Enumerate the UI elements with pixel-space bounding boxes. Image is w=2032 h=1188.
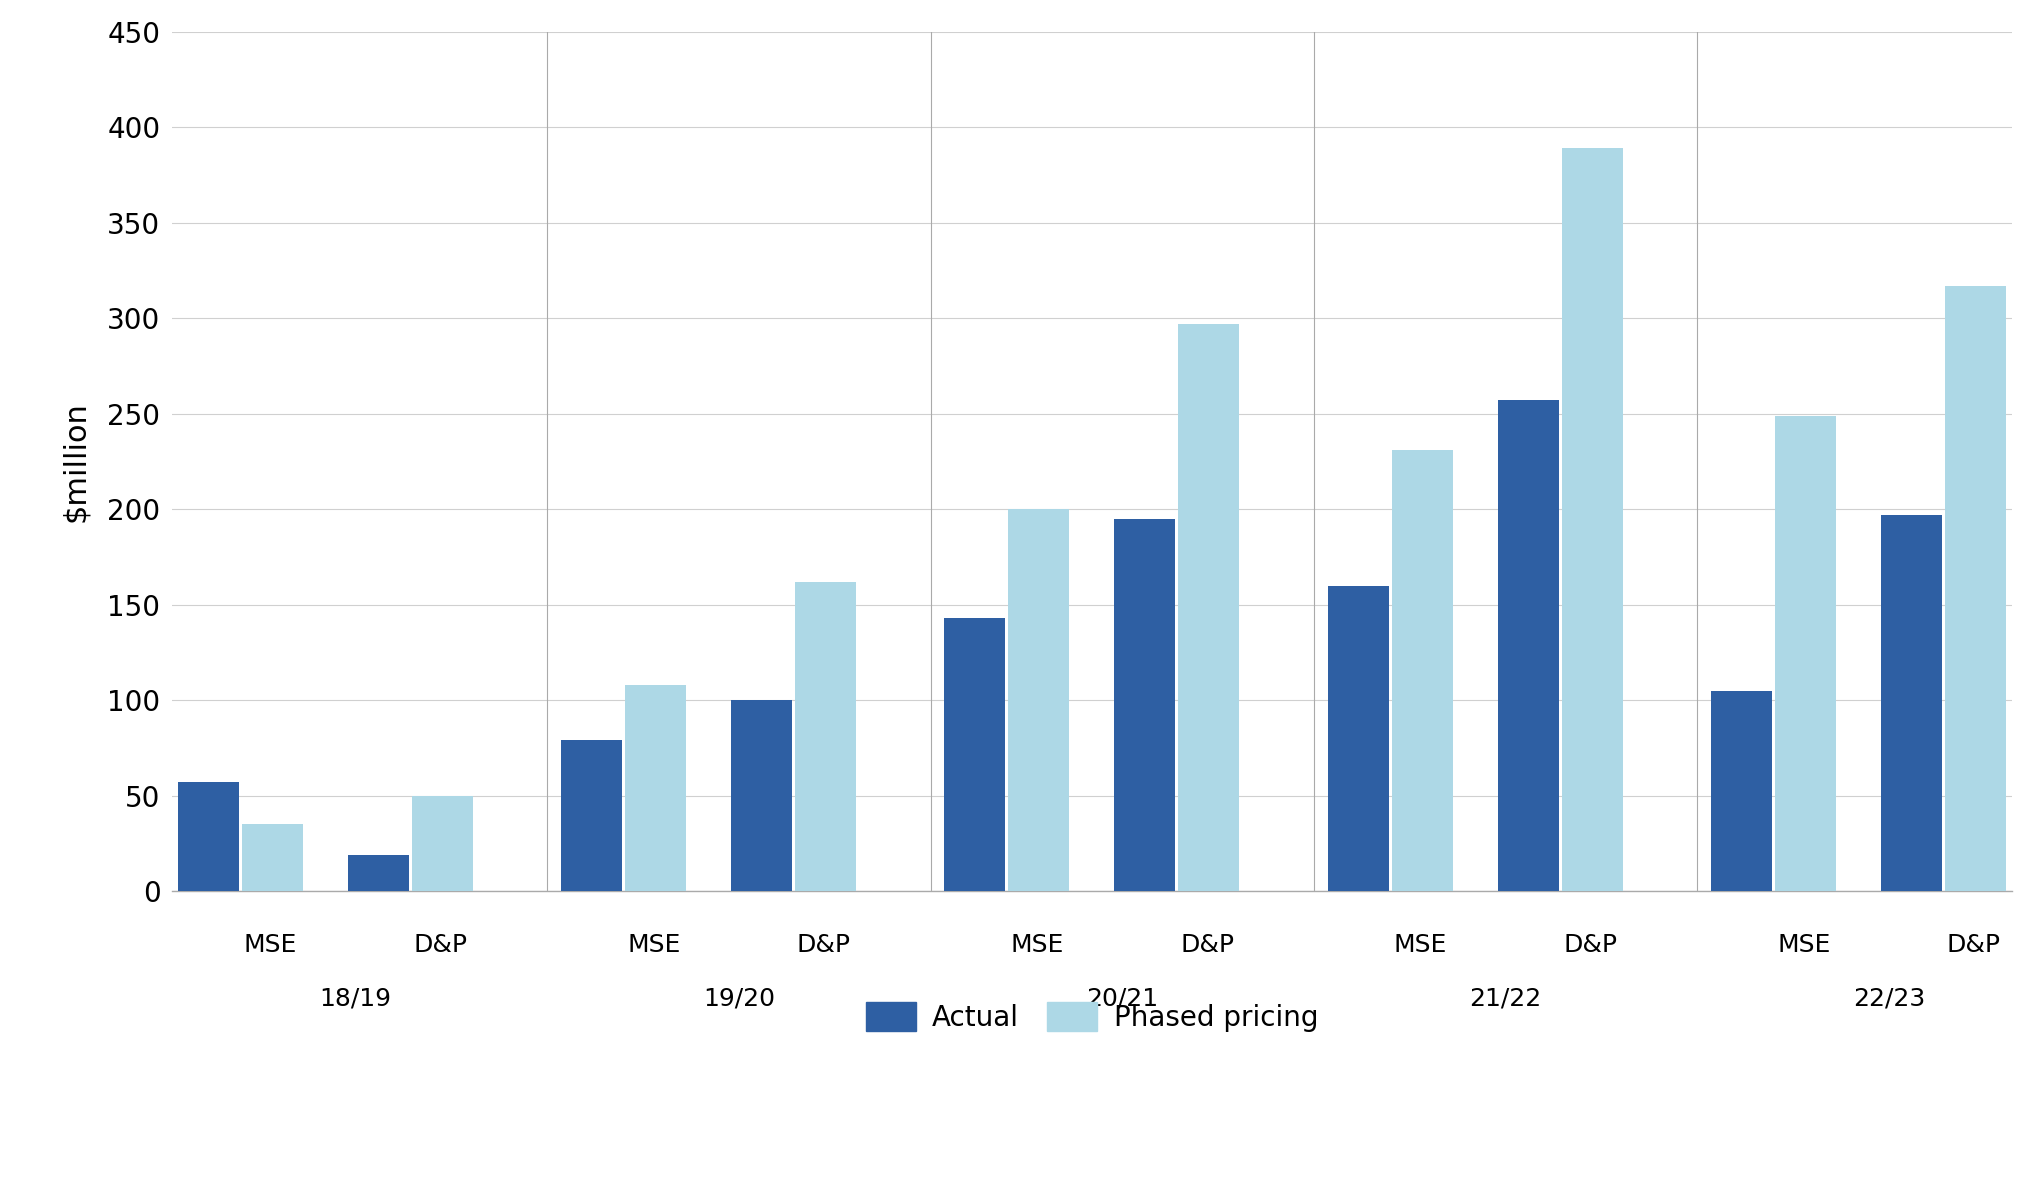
Text: 21/22: 21/22 xyxy=(1469,987,1540,1011)
Bar xyxy=(561,740,622,891)
Bar xyxy=(1327,586,1388,891)
Bar xyxy=(1498,400,1559,891)
Text: D&P: D&P xyxy=(412,934,467,958)
Y-axis label: $million: $million xyxy=(61,402,91,522)
Bar xyxy=(1561,148,1622,891)
Bar xyxy=(1774,416,1835,891)
Bar xyxy=(1711,690,1772,891)
Text: D&P: D&P xyxy=(1181,934,1233,958)
Bar xyxy=(177,783,238,891)
Bar xyxy=(347,855,408,891)
Bar xyxy=(943,618,1004,891)
Bar xyxy=(795,582,855,891)
Text: 20/21: 20/21 xyxy=(1085,987,1158,1011)
Bar xyxy=(624,685,685,891)
Text: D&P: D&P xyxy=(797,934,851,958)
Bar xyxy=(732,700,792,891)
Text: MSE: MSE xyxy=(1776,934,1829,958)
Bar xyxy=(1392,450,1453,891)
Bar xyxy=(412,796,473,891)
Legend: Actual, Phased pricing: Actual, Phased pricing xyxy=(853,991,1329,1043)
Bar xyxy=(1179,324,1240,891)
Text: MSE: MSE xyxy=(1394,934,1447,958)
Text: MSE: MSE xyxy=(628,934,681,958)
Text: 22/23: 22/23 xyxy=(1851,987,1924,1011)
Bar xyxy=(242,824,303,891)
Bar xyxy=(1880,514,1941,891)
Text: D&P: D&P xyxy=(1947,934,1999,958)
Text: MSE: MSE xyxy=(1010,934,1063,958)
Bar xyxy=(1945,286,2006,891)
Bar xyxy=(1114,519,1174,891)
Bar xyxy=(1008,510,1069,891)
Text: MSE: MSE xyxy=(244,934,297,958)
Text: D&P: D&P xyxy=(1563,934,1617,958)
Text: 19/20: 19/20 xyxy=(703,987,774,1011)
Text: 18/19: 18/19 xyxy=(319,987,392,1011)
